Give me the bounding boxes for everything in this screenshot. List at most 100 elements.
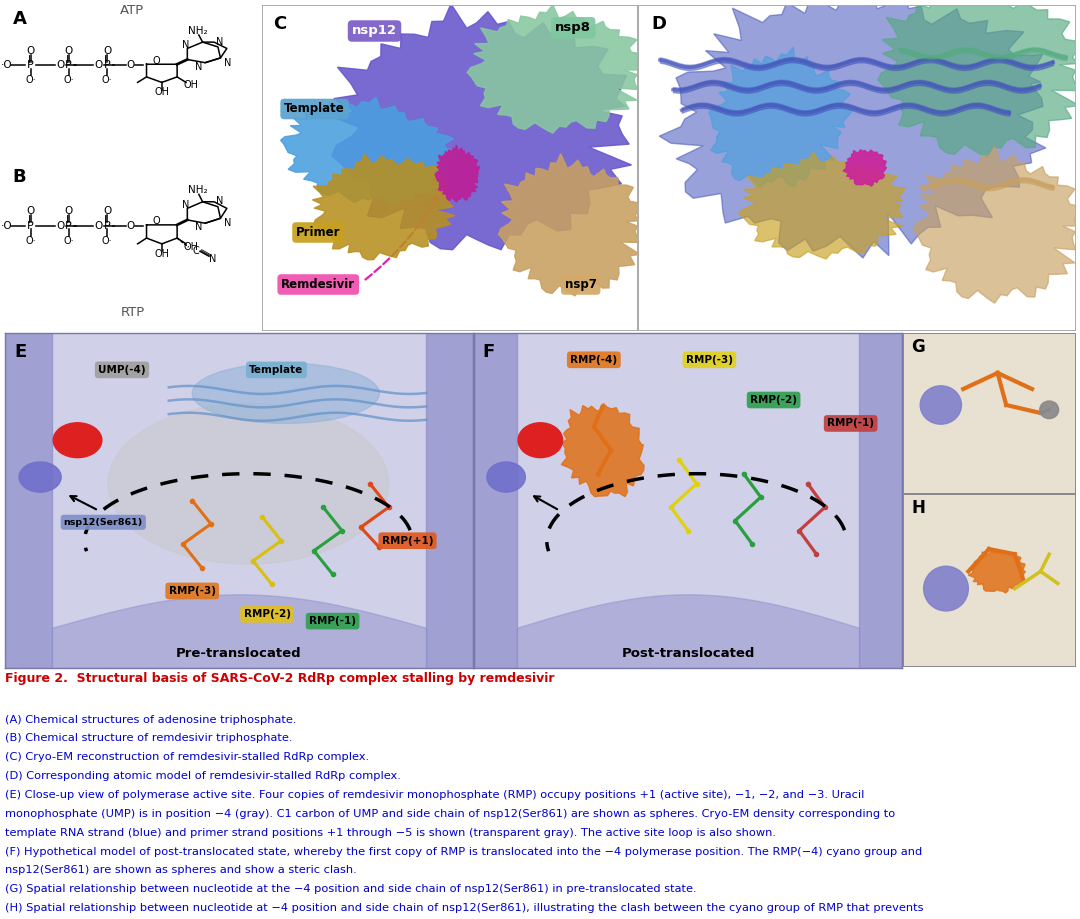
Text: nsp12: nsp12 <box>352 25 397 38</box>
Text: UMP(-4): UMP(-4) <box>98 365 146 375</box>
Text: O: O <box>26 206 35 216</box>
Text: P: P <box>104 221 110 231</box>
Text: RMP(+1): RMP(+1) <box>381 536 433 546</box>
Text: RMP(-1): RMP(-1) <box>309 616 356 626</box>
Text: N: N <box>210 254 216 264</box>
Text: OH: OH <box>154 87 170 97</box>
Polygon shape <box>708 47 852 187</box>
Ellipse shape <box>192 363 379 424</box>
Text: (H) Spatial relationship between nucleotide at −4 position and side chain of nsp: (H) Spatial relationship between nucleot… <box>5 903 923 913</box>
Text: O: O <box>126 221 135 231</box>
Text: Pre-translocated: Pre-translocated <box>176 647 301 660</box>
Text: O: O <box>126 60 135 70</box>
Text: O: O <box>153 216 161 226</box>
Polygon shape <box>739 153 905 259</box>
Polygon shape <box>468 5 645 133</box>
Text: RMP(-2): RMP(-2) <box>244 609 291 619</box>
Circle shape <box>53 423 102 458</box>
Text: O: O <box>94 60 103 70</box>
Text: Template: Template <box>249 365 303 375</box>
Text: O·: O· <box>64 236 75 246</box>
Text: N: N <box>194 222 202 233</box>
Text: RMP(-2): RMP(-2) <box>751 395 797 405</box>
Text: NH₂: NH₂ <box>188 26 207 36</box>
Text: (F) Hypothetical model of post-translocated state, whereby the first copy of RMP: (F) Hypothetical model of post-transloca… <box>5 846 922 857</box>
Text: P: P <box>27 221 33 231</box>
Circle shape <box>920 386 961 425</box>
Circle shape <box>487 462 525 493</box>
Text: N: N <box>216 197 224 206</box>
Polygon shape <box>435 145 480 202</box>
Text: P: P <box>104 60 110 70</box>
Text: OH: OH <box>154 249 170 259</box>
Text: O: O <box>103 46 111 56</box>
Text: N: N <box>224 58 231 68</box>
Text: Remdesivir: Remdesivir <box>281 278 355 291</box>
Text: B: B <box>13 168 26 186</box>
Polygon shape <box>913 146 1080 303</box>
Text: O: O <box>56 60 65 70</box>
Text: RMP(-3): RMP(-3) <box>686 355 733 365</box>
Polygon shape <box>878 0 1080 157</box>
Text: P: P <box>66 221 72 231</box>
Text: O: O <box>65 46 72 56</box>
Text: Template: Template <box>284 103 345 116</box>
Text: P: P <box>27 60 33 70</box>
Text: RMP(-3): RMP(-3) <box>168 586 216 596</box>
Text: C: C <box>193 246 200 256</box>
Text: D: D <box>651 15 666 33</box>
Polygon shape <box>281 97 458 205</box>
Polygon shape <box>562 403 644 496</box>
Text: O·: O· <box>64 74 75 85</box>
Text: (G) Spatial relationship between nucleotide at the −4 position and side chain of: (G) Spatial relationship between nucleot… <box>5 884 697 894</box>
Circle shape <box>923 566 969 611</box>
Bar <box>427 333 473 668</box>
Text: RMP(-1): RMP(-1) <box>827 418 874 428</box>
Text: (C) Cryo-EM reconstruction of remdesivir-stalled RdRp complex.: (C) Cryo-EM reconstruction of remdesivir… <box>5 753 369 763</box>
Text: G: G <box>912 338 926 356</box>
Polygon shape <box>969 550 1025 593</box>
Text: nsp12(Ser861) are shown as spheres and show a steric clash.: nsp12(Ser861) are shown as spheres and s… <box>5 866 356 876</box>
Text: O·: O· <box>102 74 112 85</box>
Text: (B) Chemical structure of remdesivir triphosphate.: (B) Chemical structure of remdesivir tri… <box>5 733 293 743</box>
Text: O·: O· <box>25 236 36 246</box>
Text: nsp7: nsp7 <box>565 278 596 291</box>
Text: RMP(-4): RMP(-4) <box>570 355 618 365</box>
Polygon shape <box>843 150 887 186</box>
Text: RTP: RTP <box>120 306 145 320</box>
Circle shape <box>518 423 563 458</box>
Text: ·O: ·O <box>1 221 13 231</box>
Text: OH: OH <box>184 242 198 252</box>
Text: Post-translocated: Post-translocated <box>621 647 755 660</box>
Text: (D) Corresponding atomic model of remdesivir-stalled RdRp complex.: (D) Corresponding atomic model of remdes… <box>5 771 401 781</box>
Text: O: O <box>65 206 72 216</box>
Text: O·: O· <box>102 236 112 246</box>
Bar <box>5 333 52 668</box>
Text: N: N <box>183 40 190 50</box>
Polygon shape <box>659 0 1045 258</box>
Text: O: O <box>56 221 65 231</box>
Text: C: C <box>273 15 286 33</box>
Text: ·O: ·O <box>1 60 13 70</box>
Text: nsp12(Ser861): nsp12(Ser861) <box>64 517 143 527</box>
Polygon shape <box>499 153 642 296</box>
Text: F: F <box>483 343 495 361</box>
Circle shape <box>19 462 62 493</box>
Text: (E) Close-up view of polymerase active site. Four copies of remdesivir monophosp: (E) Close-up view of polymerase active s… <box>5 790 864 800</box>
Text: O: O <box>26 46 35 56</box>
Text: E: E <box>14 343 27 361</box>
Text: O: O <box>153 56 161 65</box>
Text: Primer: Primer <box>296 226 340 239</box>
Bar <box>860 333 902 668</box>
Text: template RNA strand (blue) and primer strand positions +1 through −5 is shown (t: template RNA strand (blue) and primer st… <box>5 828 777 838</box>
Ellipse shape <box>108 403 389 564</box>
Text: OH: OH <box>184 80 198 90</box>
Polygon shape <box>332 4 632 250</box>
Text: N: N <box>224 218 231 228</box>
Text: N: N <box>194 62 202 72</box>
Text: O: O <box>103 206 111 216</box>
Text: N: N <box>216 37 224 47</box>
Polygon shape <box>312 154 455 260</box>
Text: nsp8: nsp8 <box>555 21 591 34</box>
Text: O: O <box>94 221 103 231</box>
